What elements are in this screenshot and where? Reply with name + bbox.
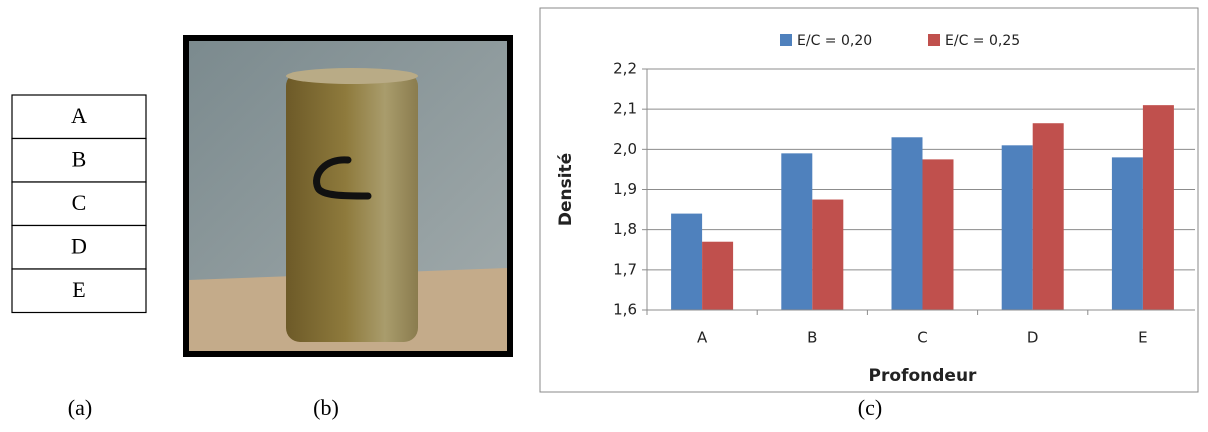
bar — [891, 137, 923, 310]
x-tick-label: A — [697, 329, 708, 347]
bar — [1001, 145, 1033, 310]
bar — [671, 213, 703, 310]
chart: 1,6 1,7 1,8 1,9 2,0 2,1 2,2 A B C D E Profondeur Dens… — [539, 7, 1199, 393]
table-cell-text: E — [72, 277, 85, 302]
bar — [781, 153, 813, 310]
bar — [702, 241, 734, 310]
table-cell-text: B — [72, 147, 87, 172]
x-tick-label: B — [807, 329, 817, 347]
panel-label: (c) — [858, 395, 882, 420]
table-cell — [11, 181, 147, 227]
legend-swatch — [928, 34, 940, 46]
bar — [812, 199, 844, 310]
x-axis-label: Profondeur — [869, 366, 978, 386]
x-tick-label: E — [1138, 329, 1147, 347]
y-tick-label: 1,8 — [613, 220, 637, 238]
table-cell-text: D — [71, 234, 87, 259]
bar — [1142, 105, 1174, 311]
y-tick-label: 2,2 — [613, 60, 637, 78]
y-axis-label: Densité — [556, 153, 576, 226]
legend-swatch — [780, 34, 792, 46]
table-cell-text: C — [72, 190, 87, 215]
table-cell — [11, 94, 147, 140]
x-tick-label: D — [1027, 329, 1039, 347]
panel-label: (a) — [68, 395, 92, 420]
table-cell — [11, 137, 147, 183]
legend-label: E/C = 0,25 — [945, 33, 1020, 49]
photo — [183, 35, 513, 357]
bar — [922, 159, 954, 310]
y-tick-label: 2,1 — [613, 100, 637, 118]
x-tick-label: C — [917, 329, 927, 347]
y-tick-label: 2,0 — [613, 140, 637, 158]
y-tick-label: 1,9 — [613, 180, 637, 198]
bar — [1111, 157, 1143, 310]
y-tick-label: 1,6 — [613, 301, 637, 319]
panel-label: (b) — [313, 395, 339, 420]
bar — [1032, 123, 1064, 310]
table-cell — [11, 268, 147, 314]
y-tick-label: 1,7 — [613, 260, 637, 278]
table-cell — [11, 224, 147, 270]
legend-label: E/C = 0,20 — [797, 33, 872, 49]
table-cell-text: A — [71, 103, 87, 128]
